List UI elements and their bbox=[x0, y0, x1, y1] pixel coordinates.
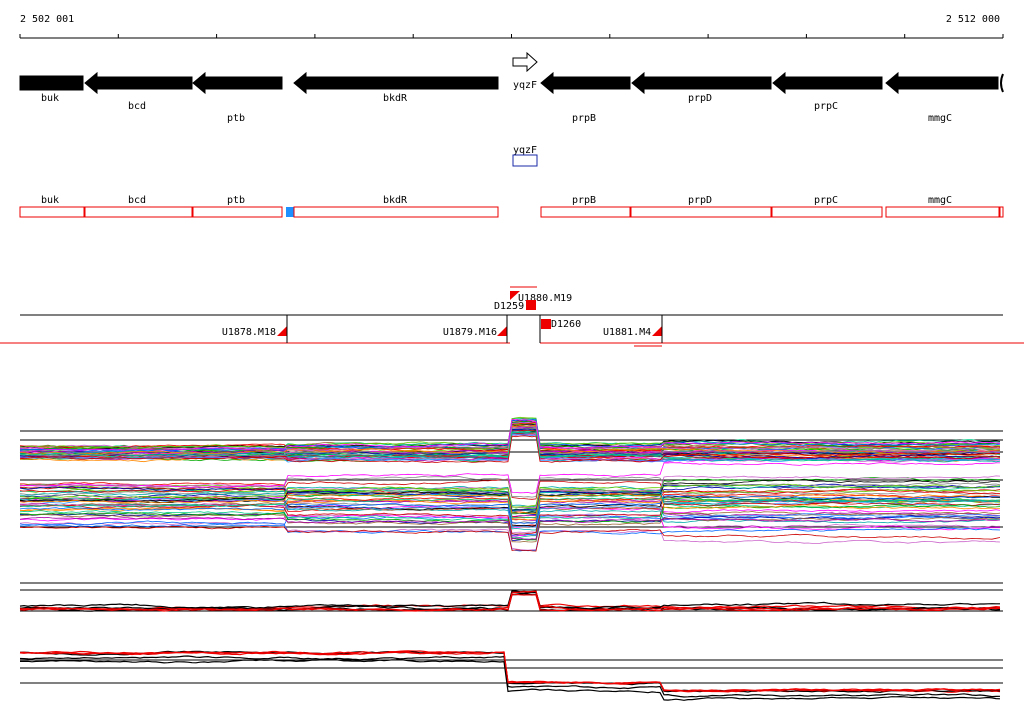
gene-label: yqzF bbox=[513, 80, 537, 91]
feature-label: U1881.M4 bbox=[603, 327, 651, 338]
ruler-end: 2 512 000 bbox=[946, 14, 1000, 25]
trace bbox=[19, 516, 1001, 540]
gene-label: mmgC bbox=[928, 113, 952, 124]
cds-label: ptb bbox=[227, 195, 245, 206]
cds-label: prpB bbox=[572, 195, 596, 206]
trace bbox=[19, 590, 1001, 612]
trace bbox=[19, 475, 1001, 498]
gene-arrow bbox=[19, 75, 84, 91]
feature-label: D1260 bbox=[551, 319, 581, 330]
feature-triangle bbox=[497, 326, 507, 336]
cds-box bbox=[19, 206, 85, 218]
cds-label: prpC bbox=[814, 195, 838, 206]
feature-square bbox=[541, 319, 551, 329]
cds-box bbox=[630, 206, 772, 218]
trace bbox=[20, 658, 1001, 701]
ruler-start: 2 502 001 bbox=[20, 14, 74, 25]
trace bbox=[19, 493, 1001, 515]
trace bbox=[19, 651, 1001, 692]
feature-label: D1259 bbox=[494, 301, 524, 312]
trace bbox=[19, 483, 1001, 508]
trace bbox=[19, 483, 1001, 511]
gene-label: prpB bbox=[572, 113, 596, 124]
cds-box bbox=[771, 206, 883, 218]
trace bbox=[19, 655, 1001, 698]
cds-box bbox=[84, 206, 193, 218]
trace bbox=[19, 497, 1001, 519]
small-feature-label: yqzF bbox=[513, 145, 537, 156]
trace bbox=[19, 525, 1001, 552]
trace bbox=[19, 462, 1000, 494]
trace bbox=[19, 502, 1001, 535]
trace bbox=[19, 418, 1001, 451]
gene-label: buk bbox=[41, 93, 59, 104]
gene-arrow bbox=[192, 71, 283, 95]
feature-triangle bbox=[510, 291, 520, 300]
gene-label: bcd bbox=[128, 101, 146, 112]
trace bbox=[19, 421, 1001, 452]
cds-box bbox=[885, 206, 1000, 218]
gene-label: prpC bbox=[814, 101, 838, 112]
trace bbox=[19, 503, 1001, 531]
cds-box bbox=[293, 206, 499, 218]
feature-triangle bbox=[652, 326, 662, 336]
gene-arrow bbox=[631, 71, 772, 95]
gene-label: bkdR bbox=[383, 93, 408, 104]
cds-marker bbox=[286, 207, 294, 217]
cds-label: buk bbox=[41, 195, 59, 206]
small-feature-box bbox=[512, 154, 538, 167]
gene-arrow bbox=[512, 51, 538, 73]
gene-arrow bbox=[84, 71, 193, 95]
gene-arrow bbox=[772, 71, 883, 95]
gene-label: prpD bbox=[688, 93, 712, 104]
feature-label: U1880.M19 bbox=[518, 293, 572, 304]
cds-box bbox=[192, 206, 283, 218]
trace bbox=[19, 495, 1001, 524]
gene-arrow bbox=[885, 71, 999, 95]
trace bbox=[19, 430, 1001, 462]
feature-triangle bbox=[277, 326, 287, 336]
cds-box bbox=[999, 206, 1004, 218]
trace bbox=[19, 497, 1000, 528]
feature-square bbox=[526, 300, 536, 310]
feature-label: U1879.M16 bbox=[443, 327, 497, 338]
cds-box bbox=[540, 206, 631, 218]
trace bbox=[19, 522, 1001, 551]
gene-arrow bbox=[293, 71, 499, 95]
cds-label: bkdR bbox=[383, 195, 408, 206]
feature-label: U1878.M18 bbox=[222, 327, 276, 338]
gene-arrow-edge bbox=[1000, 73, 1004, 93]
cds-label: bcd bbox=[128, 195, 146, 206]
gene-label: ptb bbox=[227, 113, 245, 124]
gene-arrow bbox=[540, 71, 631, 95]
cds-label: prpD bbox=[688, 195, 712, 206]
trace bbox=[19, 435, 1001, 464]
cds-label: mmgC bbox=[928, 195, 952, 206]
